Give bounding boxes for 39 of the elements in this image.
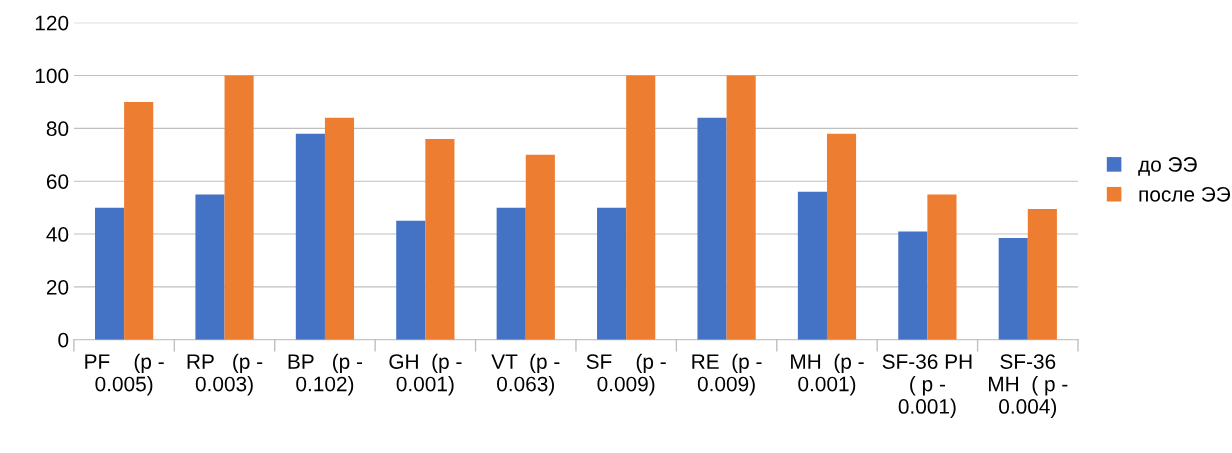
x-tick-label: RP (p - 0.003) (187, 353, 263, 396)
bar (597, 207, 627, 340)
bar (898, 231, 928, 340)
bar (195, 194, 225, 340)
y-tick-label: 0 (58, 332, 69, 348)
bar (324, 117, 355, 340)
bar (295, 133, 325, 340)
bar (124, 101, 154, 340)
x-tick-label: VT (p - 0.063) (491, 353, 560, 396)
legend-label: после ЭЭ (1139, 186, 1231, 202)
legend-label: до ЭЭ (1138, 157, 1197, 176)
x-tick-label: SF-36 MH ( p - 0.004) (989, 354, 1068, 418)
y-tick-label: 100 (35, 68, 69, 84)
y-tick-label: 120 (35, 15, 69, 31)
bar (826, 133, 857, 340)
bar (425, 138, 455, 340)
bar (396, 220, 426, 340)
y-tick-label: 20 (46, 279, 69, 295)
bar (224, 75, 254, 340)
x-tick-label: GH (p - 0.001) (389, 353, 462, 396)
bar (496, 207, 526, 340)
bar (95, 207, 125, 340)
x-tick-label: BP (p - 0.102) (288, 353, 363, 396)
x-tick-label: SF (p - 0.009) (586, 353, 666, 396)
y-tick-label: 80 (46, 121, 69, 137)
bar (998, 238, 1028, 340)
x-tick-label: MH (p - 0.001) (791, 353, 864, 396)
bar (927, 194, 957, 340)
y-tick-label: 40 (46, 227, 69, 242)
bar (525, 154, 555, 340)
x-tick-label: SF-36 PH ( p - 0.001) (882, 354, 972, 418)
bar (797, 191, 827, 340)
bar (697, 117, 727, 340)
y-tick-label: 60 (46, 174, 69, 189)
x-tick-label: RE (p - 0.009) (692, 353, 762, 396)
bar (1027, 208, 1057, 340)
bar (626, 75, 656, 340)
bar (726, 75, 756, 340)
x-tick-label: PF (p - 0.005) (85, 353, 164, 396)
